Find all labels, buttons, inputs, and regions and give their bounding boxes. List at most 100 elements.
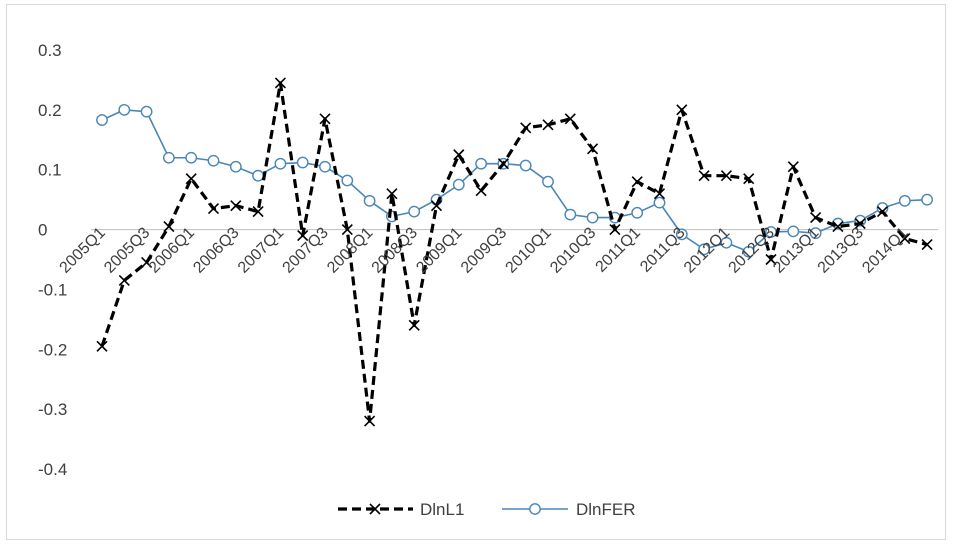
- x-tick-label: 2009Q1: [413, 224, 465, 276]
- data-point: [141, 256, 153, 269]
- data-point: [408, 205, 421, 218]
- x-tick-label: 2012Q1: [681, 224, 733, 276]
- data-point: [341, 174, 354, 187]
- x-tick-label: 2007Q1: [235, 224, 287, 276]
- legend-label: DlnFER: [576, 500, 636, 519]
- x-tick-label: 2008Q3: [369, 224, 421, 276]
- chart-frame: [6, 4, 946, 540]
- data-point: [542, 119, 554, 131]
- data-point: [676, 104, 688, 116]
- data-point: [564, 113, 576, 125]
- data-point: [876, 206, 889, 218]
- series-layer: [96, 77, 933, 427]
- data-point: [453, 149, 465, 161]
- y-tick-label: -0.4: [38, 460, 67, 479]
- y-tick-label: -0.2: [38, 340, 67, 359]
- series-DlnL1: [96, 77, 933, 427]
- data-point: [587, 143, 599, 155]
- data-point: [698, 170, 710, 182]
- data-point: [452, 178, 465, 191]
- data-point: [140, 105, 153, 118]
- y-tick-label: -0.1: [38, 280, 67, 299]
- data-point: [274, 157, 287, 170]
- data-point: [631, 176, 643, 188]
- data-point: [898, 194, 911, 207]
- data-point: [653, 188, 666, 200]
- data-point: [743, 173, 755, 185]
- data-point: [899, 232, 911, 245]
- y-tick-label: 0.1: [38, 161, 62, 180]
- data-point: [96, 114, 108, 126]
- data-point: [408, 319, 420, 331]
- data-point: [475, 157, 487, 170]
- data-point: [810, 212, 822, 224]
- data-point: [586, 211, 599, 224]
- y-tick-label: 0.2: [38, 101, 62, 120]
- data-point: [720, 170, 732, 182]
- data-point: [162, 151, 175, 164]
- data-point: [609, 224, 621, 236]
- x-tick-label: 2014Q1: [859, 224, 911, 276]
- data-point: [832, 221, 844, 233]
- data-point: [296, 156, 309, 169]
- x-tick-label: 2005Q3: [101, 224, 153, 276]
- legend-label: DlnL1: [420, 500, 464, 519]
- data-point: [519, 159, 532, 172]
- data-point: [742, 245, 755, 258]
- x-tick-label: 2010Q1: [503, 224, 555, 276]
- data-point: [564, 208, 577, 221]
- y-axis-labels: 0.3 0.2 0.1 0 -0.1 -0.2 -0.3 -0.4: [38, 41, 67, 479]
- x-tick-label: 2005Q1: [57, 224, 109, 276]
- data-point: [809, 227, 822, 240]
- data-point: [252, 206, 264, 218]
- x-tick-label: 2013Q3: [815, 224, 867, 276]
- series-line: [100, 81, 928, 423]
- data-point: [497, 158, 509, 170]
- y-tick-label: 0: [38, 221, 47, 240]
- data-point: [297, 229, 309, 242]
- data-point: [787, 161, 799, 173]
- data-point: [118, 103, 131, 116]
- data-point: [229, 160, 242, 173]
- data-point: [185, 151, 198, 164]
- x-tick-label: 2011Q3: [637, 224, 689, 276]
- data-point: [430, 200, 443, 212]
- data-point: [631, 206, 644, 219]
- data-point: [854, 218, 866, 230]
- data-point: [319, 160, 331, 173]
- data-point: [364, 415, 376, 427]
- x-tick-label: 2006Q3: [190, 224, 242, 276]
- data-point: [274, 77, 286, 89]
- x-tick-label: 2012Q3: [726, 224, 778, 276]
- data-point: [96, 340, 108, 352]
- data-point: [185, 173, 197, 185]
- data-point: [207, 154, 220, 167]
- legend: DlnL1 DlnFER: [338, 500, 636, 519]
- data-point: [653, 196, 666, 209]
- legend-entry-DlnFER: DlnFER: [502, 500, 636, 519]
- data-point: [765, 253, 777, 266]
- x-tick-label: 2010Q3: [547, 224, 599, 276]
- legend-entry-DlnL1: DlnL1: [338, 500, 464, 519]
- data-point: [520, 122, 532, 134]
- data-point: [698, 243, 710, 256]
- data-point: [542, 175, 554, 188]
- y-tick-label: 0.3: [38, 41, 62, 60]
- data-point: [230, 200, 242, 212]
- data-point: [921, 193, 933, 206]
- data-point: [475, 185, 487, 197]
- data-point: [207, 203, 220, 215]
- data-point: [118, 274, 130, 287]
- data-point: [787, 225, 800, 238]
- data-point: [363, 194, 376, 207]
- x-tick-label: 2009Q3: [458, 224, 510, 276]
- data-point: [921, 238, 933, 251]
- data-point: [252, 169, 265, 182]
- data-point: [163, 221, 175, 233]
- data-point: [319, 113, 331, 125]
- y-tick-label: -0.3: [38, 400, 67, 419]
- data-point: [341, 224, 353, 236]
- data-point: [675, 228, 688, 241]
- data-point: [720, 236, 733, 249]
